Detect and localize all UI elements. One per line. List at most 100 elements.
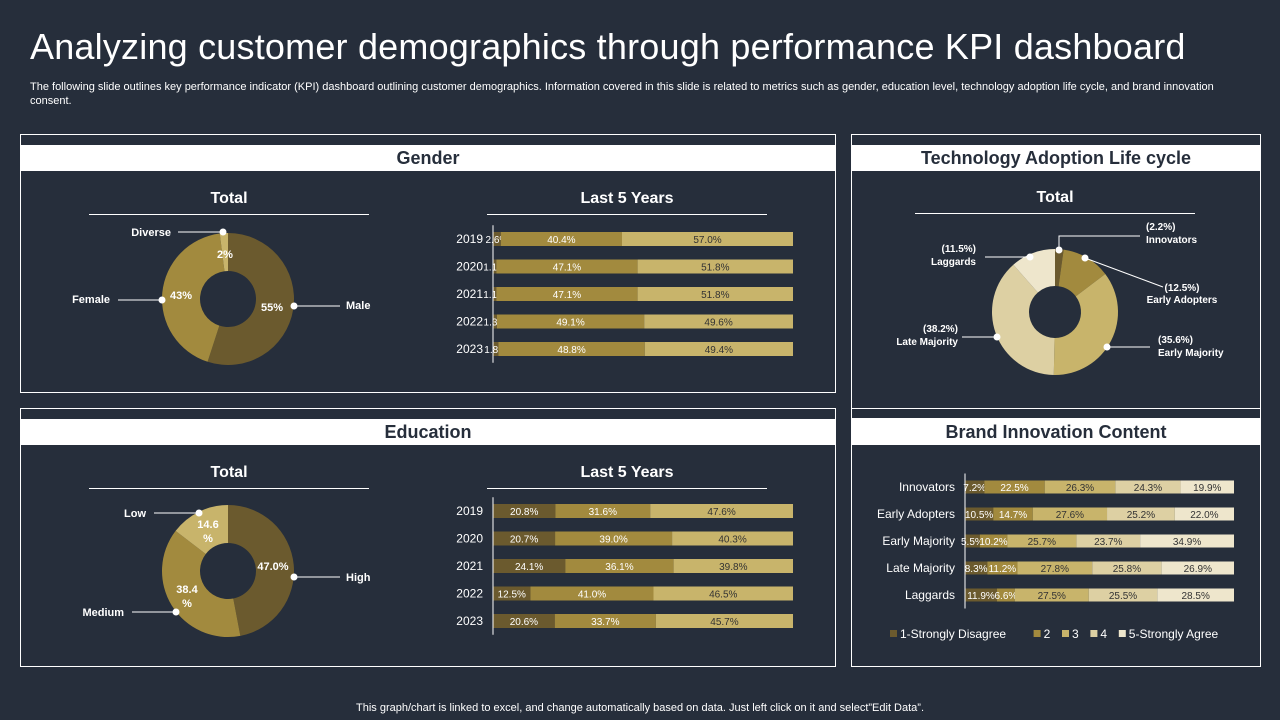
brand-bars-bar <box>1180 480 1234 494</box>
brand-bars-bar <box>1107 507 1175 521</box>
gender-bars-bar <box>637 287 793 301</box>
gender-bars-bar <box>493 232 501 246</box>
brand-bars-bar <box>997 588 1015 602</box>
education-bars-data-label: 46.5% <box>709 590 737 601</box>
education-bars-bar <box>673 559 793 573</box>
brand-bars-category-label: Early Adopters <box>877 507 955 521</box>
brand-legend-swatch <box>1033 630 1041 637</box>
brand-bars-data-label: 26.9% <box>1184 564 1212 575</box>
gender-bars-bar <box>496 314 645 329</box>
gender-bars-category-label: 2023 <box>456 342 483 356</box>
education-callout-low-label: Low <box>124 508 146 520</box>
tech-callout-early-adopters-line <box>1084 257 1164 288</box>
gender-callout-female-dot <box>158 296 166 304</box>
education-pie-slice-low <box>175 505 228 554</box>
gender-bars-category-label: 2022 <box>456 315 483 329</box>
page-title: Analyzing customer demographics through … <box>30 26 1186 67</box>
gender-last5-title: Last 5 Years <box>580 190 674 207</box>
education-bars-data-label: 24.1% <box>515 562 543 573</box>
page-subtitle: The following slide outlines key perform… <box>30 81 1214 107</box>
tech-callout-early-adopters-label: Early Adopters <box>1147 295 1218 306</box>
gender-bars-data-label: 1.1% <box>483 263 506 274</box>
brand-bars-bar <box>965 534 980 548</box>
education-bars-data-label: 39.8% <box>719 562 747 573</box>
education-bars-data-label: 45.7% <box>710 617 738 628</box>
brand-legend-swatch <box>1062 630 1069 637</box>
education-bars-bar <box>555 531 673 546</box>
gender-bars-bar <box>498 342 645 356</box>
education-pie-label-medium-pct: % <box>182 598 192 610</box>
brand-legend-label: 1-Strongly Disagree <box>900 627 1006 641</box>
brand-bars-data-label: 11.9% <box>967 591 995 602</box>
brand-bars-category-label: Laggards <box>905 588 955 602</box>
gender-total-title: Total <box>210 190 248 207</box>
brand-legend-swatch <box>1118 630 1126 637</box>
gender-pie-label-female: 43% <box>170 290 192 302</box>
education-pie-slice-medium <box>162 530 241 637</box>
brand-bars-data-label: 22.0% <box>1190 510 1218 521</box>
brand-bars-bar <box>965 507 994 521</box>
education-callout-high-label: High <box>346 572 371 584</box>
education-bars-data-label: 12.5% <box>498 590 526 601</box>
brand-legend-swatch <box>890 630 897 637</box>
brand-bars-bar <box>984 480 1045 494</box>
gender-bars-bar <box>493 314 497 329</box>
brand-legend-label: 3 <box>1072 627 1079 641</box>
gender-pie-label-male: 55% <box>261 302 283 314</box>
brand-bars-data-label: 19.9% <box>1193 483 1221 494</box>
brand-bars-data-label: 8.3% <box>965 564 988 575</box>
education-bars-category-label: 2019 <box>456 504 483 518</box>
gender-bars-data-label: 40.4% <box>547 235 575 246</box>
gender-bars-data-label: 57.0% <box>693 235 721 246</box>
tech-header: Technology Adoption Life cycle <box>852 145 1260 171</box>
gender-callout-male-dot <box>290 302 298 310</box>
footer-note: This graph/chart is linked to excel, and… <box>355 702 925 714</box>
brand-header: Brand Innovation Content <box>852 419 1260 445</box>
gender-callout-female-label: Female <box>72 294 110 306</box>
brand-bars-data-label: 14.7% <box>999 510 1027 521</box>
gender-last5-underline <box>487 214 767 215</box>
brand-bars-bar <box>1092 561 1162 575</box>
brand-bars-data-label: 26.3% <box>1066 483 1094 494</box>
brand-bars-bar <box>965 561 988 575</box>
education-bars-bar <box>530 586 654 601</box>
gender-bars-data-label: 49.4% <box>705 345 733 356</box>
brand-bars-data-label: 24.3% <box>1134 483 1162 494</box>
education-header: Education <box>21 419 835 445</box>
brand-bars-bar <box>1076 534 1141 548</box>
education-bars-bar <box>493 531 556 546</box>
brand-bars-data-label: 34.9% <box>1173 537 1201 548</box>
education-callout-medium-label: Medium <box>82 607 124 619</box>
gender-callout-diverse-dot <box>219 228 227 236</box>
brand-bars-bar <box>1157 588 1234 602</box>
tech-callout-late-majority-dot <box>993 333 1001 341</box>
gender-bars-data-label: 49.1% <box>556 318 584 329</box>
education-bars-data-label: 41.0% <box>578 590 606 601</box>
tech-callout-innovators-label: Innovators <box>1146 235 1198 246</box>
brand-bars-data-label: 10.2% <box>979 537 1007 548</box>
brand-bars-bar <box>1174 507 1234 521</box>
tech-callout-early-adopters-value: (12.5%) <box>1164 283 1199 294</box>
brand-legend-label: 2 <box>1044 627 1051 641</box>
tech-total-underline <box>915 213 1195 214</box>
tech-callout-laggards-value: (11.5%) <box>942 244 976 255</box>
education-bars-data-label: 47.6% <box>707 507 735 518</box>
brand-bars-bar <box>1044 480 1116 494</box>
education-callout-low-dot <box>195 509 203 517</box>
gender-bars-data-label: 48.8% <box>557 345 585 356</box>
gender-pie-label-diverse: 2% <box>217 249 233 261</box>
education-bars-category-label: 2022 <box>456 587 483 601</box>
brand-bars-data-label: 10.5% <box>965 510 993 521</box>
gender-callout-diverse-label: Diverse <box>131 227 171 239</box>
gender-bars-bar <box>637 259 793 274</box>
gender-bars-data-label: 1.1% <box>483 290 506 301</box>
brand-bars-data-label: 25.2% <box>1127 510 1155 521</box>
tech-callout-early-adopters-dot <box>1081 254 1089 262</box>
brand-bars-data-label: 27.5% <box>1038 591 1066 602</box>
brand-bars-bar <box>979 534 1008 548</box>
education-bars-bar <box>493 504 556 518</box>
education-callout-medium-dot <box>172 608 180 616</box>
brand-bars-data-label: 23.7% <box>1094 537 1122 548</box>
education-bars-data-label: 40.3% <box>718 535 746 546</box>
